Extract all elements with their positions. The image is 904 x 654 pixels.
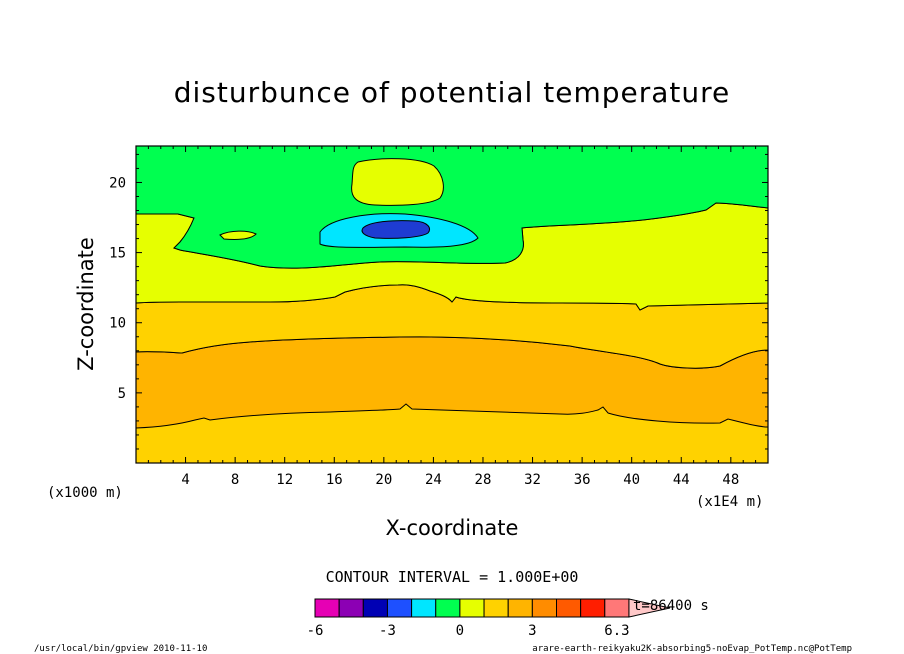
x-tick-label: 40: [623, 472, 640, 488]
small-island: [219, 230, 257, 240]
x-tick-label: 32: [524, 472, 541, 488]
x-axis: 4 8 12 16 20 24 28 32 36 40 44 48: [147, 146, 757, 488]
colorbar: -6 -3 0 3 6.3: [307, 598, 671, 639]
colorbar-cell: [435, 598, 461, 618]
x-tick-label: 8: [231, 472, 239, 488]
warm-blob: [351, 158, 444, 206]
x-tick-label: 48: [722, 472, 739, 488]
colorbar-cell: [507, 598, 533, 618]
x-tick-label: 36: [574, 472, 591, 488]
x-tick-label: 12: [276, 472, 293, 488]
plot-frame: [135, 145, 769, 464]
colorbar-cell: [531, 598, 557, 618]
x-tick-label: 4: [181, 472, 189, 488]
footer-left: /usr/local/bin/gpview 2010-11-10: [34, 644, 207, 654]
x-tick-label: 24: [425, 472, 442, 488]
colorbar-cell: [580, 598, 606, 618]
colorbar-label: 0: [456, 623, 464, 639]
colorbar-cell: [604, 598, 630, 618]
time-label: t=86400 s: [633, 598, 709, 614]
colorbar-cell: [459, 598, 485, 618]
x-axis-label: X-coordinate: [386, 516, 519, 540]
y-tick-label: 15: [109, 246, 126, 262]
band-m2-m1: [135, 145, 769, 269]
footer-right: arare-earth-reikyaku2K-absorbing5-noEvap…: [532, 644, 852, 654]
cold-core-dark: [361, 220, 430, 239]
colorbar-cell: [386, 598, 413, 618]
x-unit-right: (x1E4 m): [696, 494, 763, 510]
colorbar-arrow: [628, 598, 671, 618]
colorbar-cell: [338, 598, 364, 618]
colorbar-label: -6: [307, 623, 324, 639]
chart-title: disturbunce of potential temperature: [174, 76, 731, 109]
colorbar-cell: [556, 598, 582, 618]
plot-area: [135, 145, 769, 464]
x-tick-label: 28: [475, 472, 492, 488]
x-tick-label: 44: [673, 472, 690, 488]
x-unit-left: (x1000 m): [47, 485, 123, 501]
x-tick-label: 16: [326, 472, 343, 488]
contour-interval: CONTOUR INTERVAL = 1.000E+00: [326, 568, 579, 586]
y-tick-label: 5: [118, 386, 126, 402]
colorbar-cell: [314, 598, 340, 618]
colorbar-cell: [483, 598, 509, 618]
colorbar-label: 6.3: [604, 623, 629, 639]
y-axis: 5 10 15 20: [109, 153, 768, 450]
colorbar-cell: [411, 598, 437, 618]
y-tick-label: 10: [109, 316, 126, 332]
colorbar-cell: [362, 598, 388, 618]
y-axis-label: Z-coordinate: [74, 237, 98, 371]
y-tick-label: 20: [109, 175, 126, 191]
colorbar-label: 3: [528, 623, 536, 639]
colorbar-label: -3: [379, 623, 396, 639]
x-tick-label: 20: [375, 472, 392, 488]
